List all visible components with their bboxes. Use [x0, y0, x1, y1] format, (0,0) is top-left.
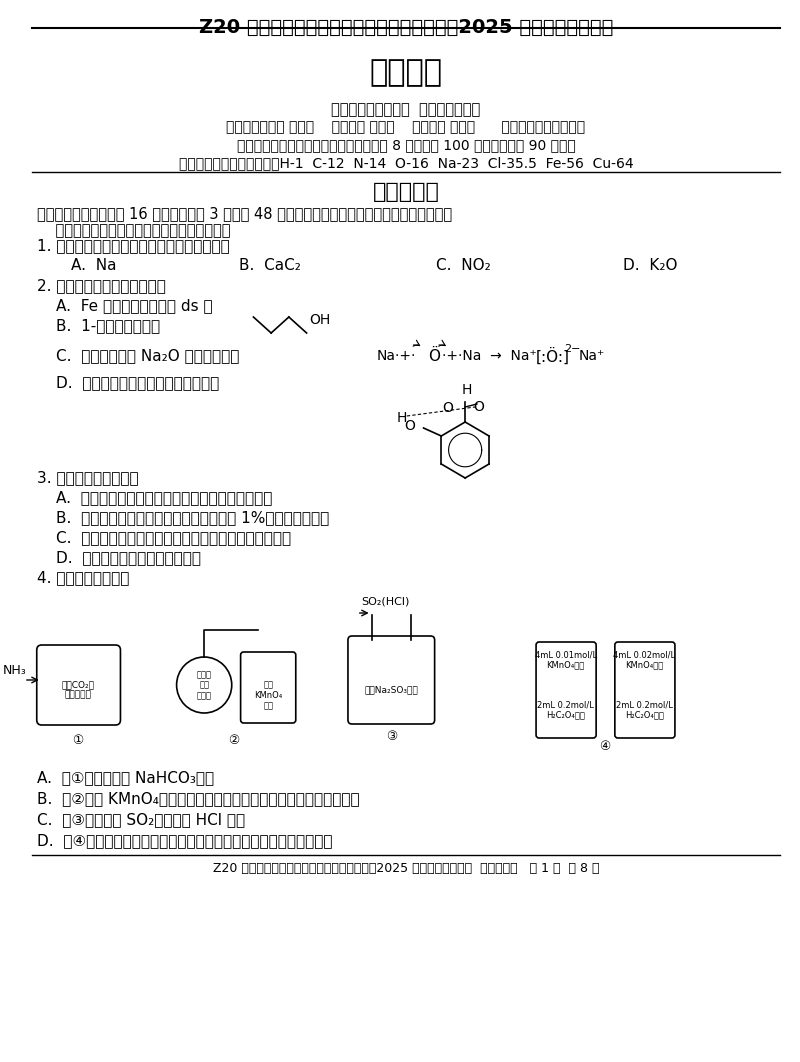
Text: H₂C₂O₄溶液: H₂C₂O₄溶液	[625, 710, 664, 719]
Text: B.  1-丁醇的键线式：: B. 1-丁醇的键线式：	[57, 318, 161, 333]
Text: B.  CaC₂: B. CaC₂	[238, 258, 301, 273]
Text: 可能用到的相对原子质量：H-1  C-12  N-14  O-16  Na-23  Cl-35.5  Fe-56  Cu-64: 可能用到的相对原子质量：H-1 C-12 N-14 O-16 Na-23 Cl-…	[178, 156, 634, 170]
FancyBboxPatch shape	[615, 643, 675, 738]
Text: Ö: Ö	[428, 348, 440, 363]
Circle shape	[177, 657, 232, 713]
Text: A.  Na: A. Na	[71, 258, 117, 273]
Text: D.  图④依据褪色时间的长短，不能证明反应物浓度对反应速率的影响: D. 图④依据褪色时间的长短，不能证明反应物浓度对反应速率的影响	[37, 833, 332, 847]
Text: Na⁺: Na⁺	[578, 349, 605, 363]
Text: 溶有CO₂的
饱和食盐水: 溶有CO₂的 饱和食盐水	[62, 681, 94, 700]
Text: D.  邻羟基苯甲醛分子内氢键示意图：: D. 邻羟基苯甲醛分子内氢键示意图：	[57, 375, 220, 390]
Text: ②: ②	[228, 734, 239, 747]
Text: ①: ①	[73, 734, 84, 747]
Text: ④: ④	[599, 740, 610, 754]
Text: KMnO₄溶液: KMnO₄溶液	[626, 661, 663, 669]
Text: 2. 下列化学用语表示正确的是: 2. 下列化学用语表示正确的是	[37, 278, 166, 293]
Text: 1. 常温下能与水反应产生气体的强电解质的是: 1. 常温下能与水反应产生气体的强电解质的是	[37, 238, 230, 253]
Text: H: H	[462, 383, 472, 397]
Text: Na·+·: Na·+·	[377, 349, 416, 363]
Text: A.  图①可制取大量 NaHCO₃晶体: A. 图①可制取大量 NaHCO₃晶体	[37, 770, 214, 785]
Text: O: O	[442, 401, 453, 415]
Text: D.  氧化钙易吸水，可用作干燥剂: D. 氧化钙易吸水，可用作干燥剂	[57, 550, 202, 565]
Text: B.  皮肤溅上碱液，先用大量水冲洗，再用 1%的硼酸溶液冲洗: B. 皮肤溅上碱液，先用大量水冲洗，再用 1%的硼酸溶液冲洗	[57, 510, 330, 525]
Text: 2−: 2−	[565, 344, 581, 354]
Text: 磨题：慈溪中学 罗亚金    严州中学 詹建平    桐庐中学 胡榇涵      校稿：苏艳丽、唐新民: 磨题：慈溪中学 罗亚金 严州中学 詹建平 桐庐中学 胡榇涵 校稿：苏艳丽、唐新民	[226, 120, 586, 134]
Text: 化学试题: 化学试题	[370, 58, 442, 87]
Text: 本试题卷分选择题和非选择题两部分，共 8 页，满分 100 分，考试时间 90 分钟。: 本试题卷分选择题和非选择题两部分，共 8 页，满分 100 分，考试时间 90 …	[237, 138, 575, 152]
Text: Z20 名校联盟（浙江省名校新高考研究联盟）2025 届高三第二次联考  化学试题卷   第 1 页  共 8 页: Z20 名校联盟（浙江省名校新高考研究联盟）2025 届高三第二次联考 化学试题…	[213, 862, 599, 875]
Text: C.  NO₂: C. NO₂	[436, 258, 490, 273]
Text: [:Ö:]: [:Ö:]	[536, 347, 570, 364]
Text: KMnO₄溶液: KMnO₄溶液	[546, 661, 585, 669]
Text: C.  用电子式表示 Na₂O 的形成过程：: C. 用电子式表示 Na₂O 的形成过程：	[57, 348, 240, 363]
Text: NH₃: NH₃	[3, 664, 27, 676]
Text: 一、选择题（本大题共 16 小题，每小题 3 分，共 48 分。每小题列出的四个备选项中只有一个是符
    合题目要求的，不选、多选、错选均不得分）: 一、选择题（本大题共 16 小题，每小题 3 分，共 48 分。每小题列出的四个…	[37, 206, 452, 238]
FancyBboxPatch shape	[241, 652, 296, 723]
FancyBboxPatch shape	[536, 643, 596, 738]
Text: Z20 名校联盟（浙江省名校新高考研究联盟）2025 届高三第二次联考: Z20 名校联盟（浙江省名校新高考研究联盟）2025 届高三第二次联考	[199, 18, 614, 37]
Text: 2mL 0.2mol/L: 2mL 0.2mol/L	[616, 701, 673, 709]
Text: ·+·Na  →  Na⁺: ·+·Na → Na⁺	[442, 349, 536, 363]
Text: 命题：元济高级中学  雍建红、林珍珍: 命题：元济高级中学 雍建红、林珍珍	[331, 102, 481, 117]
Text: C.  图③用来除去 SO₂气体中的 HCl 杂质: C. 图③用来除去 SO₂气体中的 HCl 杂质	[37, 812, 245, 827]
FancyBboxPatch shape	[348, 636, 434, 724]
Text: O: O	[404, 419, 415, 433]
FancyBboxPatch shape	[37, 645, 121, 725]
Text: 选择题部分: 选择题部分	[373, 182, 439, 202]
Text: 4. 下列说法正确的是: 4. 下列说法正确的是	[37, 570, 129, 585]
Text: ③: ③	[386, 731, 397, 743]
Text: H: H	[397, 411, 407, 425]
Text: 浓硫酸
酒精
碎瓦片: 浓硫酸 酒精 碎瓦片	[197, 670, 212, 700]
Text: 2mL 0.2mol/L: 2mL 0.2mol/L	[537, 701, 594, 709]
Text: H₂C₂O₄溶液: H₂C₂O₄溶液	[546, 710, 585, 719]
Text: SO₂(HCl): SO₂(HCl)	[362, 597, 410, 607]
Text: O: O	[473, 400, 484, 414]
Text: C.  滴定读数时，应单手持滴定管上端并保持其自然垂直: C. 滴定读数时，应单手持滴定管上端并保持其自然垂直	[57, 530, 291, 545]
Text: 4mL 0.01mol/L: 4mL 0.01mol/L	[534, 651, 597, 660]
Text: 饱和Na₂SO₃溶液: 饱和Na₂SO₃溶液	[365, 685, 418, 695]
Text: 酸性
KMnO₄
溶液: 酸性 KMnO₄ 溶液	[254, 680, 282, 709]
Text: A.  液溴易挥发，应保存在棕色细口橡胶塞的试剂瓶: A. 液溴易挥发，应保存在棕色细口橡胶塞的试剂瓶	[57, 490, 273, 506]
Text: 3. 下列说法不正确的是: 3. 下列说法不正确的是	[37, 470, 138, 485]
Text: D.  K₂O: D. K₂O	[622, 258, 678, 273]
Text: 4mL 0.02mol/L: 4mL 0.02mol/L	[614, 651, 675, 660]
Text: B.  图②酸性 KMnO₄溶液褪色能证明生成的气体分子中含有碳不饱和键: B. 图②酸性 KMnO₄溶液褪色能证明生成的气体分子中含有碳不饱和键	[37, 791, 359, 806]
Text: OH: OH	[310, 313, 330, 327]
Text: A.  Fe 位于元素周期表的 ds 区: A. Fe 位于元素周期表的 ds 区	[57, 298, 213, 313]
